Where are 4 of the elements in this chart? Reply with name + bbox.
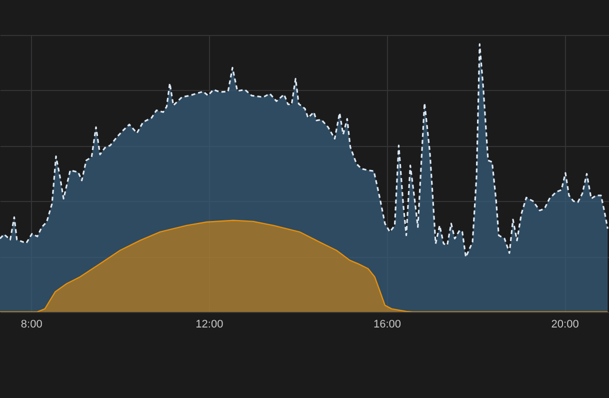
x-tick-label: 12:00 [196,318,224,330]
x-tick-label: 8:00 [20,318,42,330]
x-tick-label: 16:00 [373,318,402,330]
x-tick-label: 20:00 [551,318,579,330]
